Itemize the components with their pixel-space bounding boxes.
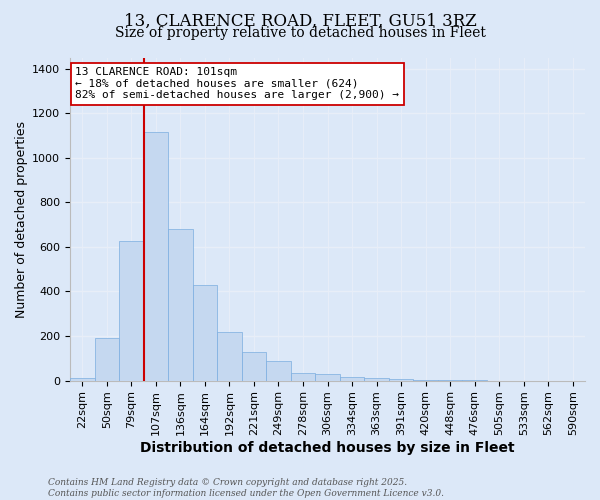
Bar xyxy=(217,332,242,380)
Text: Size of property relative to detached houses in Fleet: Size of property relative to detached ho… xyxy=(115,26,485,40)
Text: Contains HM Land Registry data © Crown copyright and database right 2025.
Contai: Contains HM Land Registry data © Crown c… xyxy=(48,478,444,498)
Bar xyxy=(168,229,193,380)
Bar xyxy=(143,132,168,380)
X-axis label: Distribution of detached houses by size in Fleet: Distribution of detached houses by size … xyxy=(140,441,515,455)
Y-axis label: Number of detached properties: Number of detached properties xyxy=(15,120,28,318)
Bar xyxy=(119,242,143,380)
Bar xyxy=(242,352,266,380)
Bar xyxy=(364,378,389,380)
Bar xyxy=(193,285,217,380)
Bar xyxy=(266,360,291,380)
Text: 13 CLARENCE ROAD: 101sqm
← 18% of detached houses are smaller (624)
82% of semi-: 13 CLARENCE ROAD: 101sqm ← 18% of detach… xyxy=(75,67,399,100)
Bar xyxy=(291,373,315,380)
Bar xyxy=(315,374,340,380)
Text: 13, CLARENCE ROAD, FLEET, GU51 3RZ: 13, CLARENCE ROAD, FLEET, GU51 3RZ xyxy=(124,12,476,29)
Bar xyxy=(95,338,119,380)
Bar xyxy=(340,378,364,380)
Bar xyxy=(70,378,95,380)
